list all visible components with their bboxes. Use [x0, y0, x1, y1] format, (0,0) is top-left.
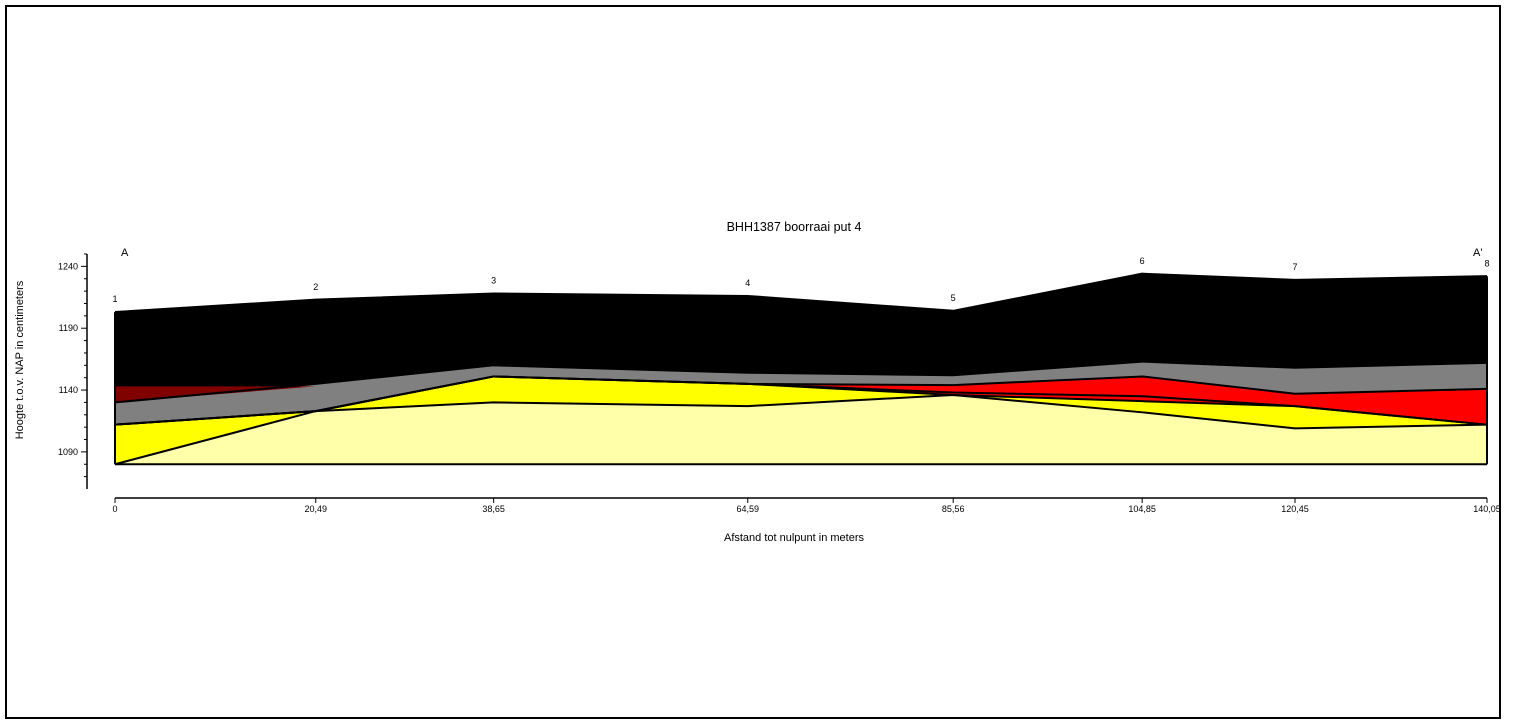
chart-title: BHH1387 boorraai put 4: [727, 220, 862, 234]
borehole-label: 5: [951, 293, 956, 303]
contacts-group: [114, 272, 1488, 466]
start-label: A: [121, 247, 129, 259]
layer-pale_yellow: [115, 395, 1487, 465]
x-tick-label: 120,45: [1281, 504, 1309, 514]
cross-section-chart: BHH1387 boorraai put 4 A A' Hoogte t.o.v…: [14, 220, 1499, 544]
borehole-labels: 1 2 3 4 5 6 7 8: [112, 256, 1489, 304]
x-tick-label: 38,65: [482, 504, 505, 514]
borehole-label: 4: [745, 278, 750, 288]
x-tick-label: 104,85: [1128, 504, 1156, 514]
contact-line: [114, 360, 1488, 404]
borehole-label: 3: [491, 276, 496, 286]
y-tick-label: 1240: [58, 261, 78, 271]
x-tick-label: 140,05: [1473, 504, 1499, 514]
contact-line: [114, 375, 1488, 426]
borehole-label: 2: [313, 282, 318, 292]
axes-group: 1240 1190 1140 1090 0 20,49 38,65 64,59 85,56 104…: [58, 253, 1499, 514]
y-axis-label: Hoogte t.o.v. NAP in centimeters: [14, 280, 26, 439]
chart-frame: BHH1387 boorraai put 4 A A' Hoogte t.o.v…: [5, 5, 1501, 719]
contact-line: [114, 393, 1488, 466]
borehole-label: 8: [1484, 258, 1489, 268]
x-tick-label: 20,49: [304, 504, 327, 514]
y-tick-label: 1140: [59, 385, 78, 395]
contact-line: [114, 272, 1488, 314]
x-tick-label: 64,59: [736, 504, 759, 514]
end-label: A': [1473, 247, 1482, 259]
y-tick-label: 1190: [59, 323, 78, 333]
borehole-label: 6: [1140, 256, 1145, 266]
x-tick-label: 0: [112, 504, 117, 514]
x-tick-label: 85,56: [942, 504, 965, 514]
layers-group: [115, 273, 1487, 465]
y-tick-label: 1090: [58, 447, 78, 457]
borehole-label: 1: [112, 294, 117, 304]
borehole-label: 7: [1292, 262, 1297, 272]
x-axis-label: Afstand tot nulpunt in meters: [724, 532, 865, 544]
